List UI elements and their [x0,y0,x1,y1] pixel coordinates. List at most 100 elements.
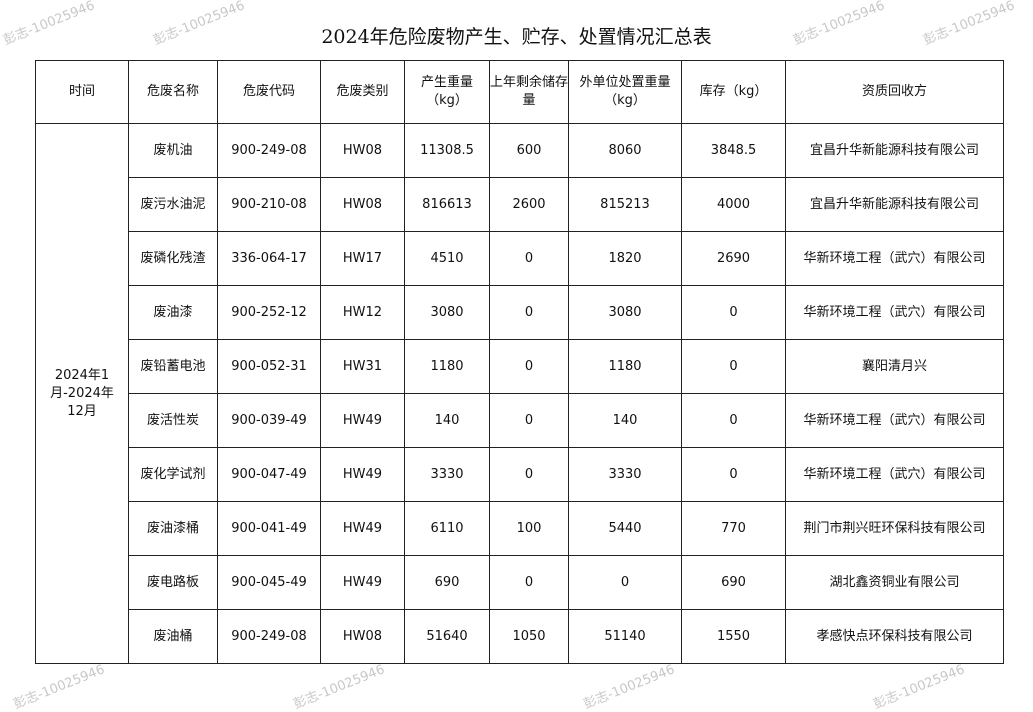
table-cell: 0 [489,339,569,394]
table-cell: HW12 [320,285,405,340]
table-cell: 1050 [489,609,569,664]
column-header: 上年剩余储存量 [489,60,569,124]
column-header: 危废代码 [217,60,321,124]
table-cell: 815213 [568,177,682,232]
watermark: 彭志-10025946 [11,662,107,712]
table-cell: 废活性炭 [128,393,218,448]
column-header: 危废类别 [320,60,405,124]
table-row: 废磷化残渣 336-064-17 HW17 4510 0 1820 2690 华新环境工程（武… [36,231,1004,286]
table-cell: 2600 [489,177,569,232]
table-cell: 华新环境工程（武穴）有限公司 [785,231,1004,286]
table-cell: 6110 [404,501,490,556]
table-cell: 900-249-08 [217,123,321,178]
table-cell: 900-047-49 [217,447,321,502]
table-row: 废油漆桶 900-041-49 HW49 6110 100 5440 770 荆门市荆兴旺环保… [36,501,1004,556]
table-cell: 900-045-49 [217,555,321,610]
table-cell: 废机油 [128,123,218,178]
table-cell: 荆门市荆兴旺环保科技有限公司 [785,501,1004,556]
table-cell: 华新环境工程（武穴）有限公司 [785,285,1004,340]
table-cell: 3848.5 [681,123,786,178]
table-cell: 140 [404,393,490,448]
table-cell: 900-249-08 [217,609,321,664]
table-row: 2024年1月-2024年12月 废机油 900-249-08 HW08 11308.5… [35,123,1004,664]
table-cell: 0 [489,555,569,610]
table-cell: HW31 [320,339,405,394]
table-cell: 900-041-49 [217,501,321,556]
table-cell: 100 [489,501,569,556]
table-cell: 900-210-08 [217,177,321,232]
table-cell: HW49 [320,501,405,556]
table-cell: 8060 [568,123,682,178]
table-cell: 孝感快点环保科技有限公司 [785,609,1004,664]
table-cell: 816613 [404,177,490,232]
table-cell: 1550 [681,609,786,664]
table-cell: 3080 [568,285,682,340]
table-cell: 900-039-49 [217,393,321,448]
watermark: 彭志-10025946 [871,662,967,712]
table-cell: HW49 [320,393,405,448]
table-cell: 襄阳清月兴 [785,339,1004,394]
period-cell: 2024年1月-2024年12月 [35,123,129,664]
column-header: 时间 [35,60,129,124]
table-row: 废油桶 900-249-08 HW08 51640 1050 51140 1550 孝感快点环… [36,609,1004,664]
table-cell: 0 [489,285,569,340]
column-header: 外单位处置重量（kg） [568,60,682,124]
table-cell: 宜昌升华新能源科技有限公司 [785,123,1004,178]
table-cell: HW08 [320,609,405,664]
table-cell: 900-252-12 [217,285,321,340]
column-header: 库存（kg） [681,60,786,124]
table-cell: 废铅蓄电池 [128,339,218,394]
table-cell: 51140 [568,609,682,664]
table-cell: 0 [568,555,682,610]
table-cell: 0 [681,447,786,502]
table-row: 废油漆 900-252-12 HW12 3080 0 3080 0 华新环境工程（武穴）有限公… [36,285,1004,340]
table-cell: 0 [681,393,786,448]
table-cell: 废油漆 [128,285,218,340]
table-cell: 0 [681,285,786,340]
table-cell: 华新环境工程（武穴）有限公司 [785,447,1004,502]
document-title: 2024年危险废物产生、贮存、处置情况汇总表 [321,26,712,48]
table-cell: 3330 [568,447,682,502]
table-cell: 690 [404,555,490,610]
table-cell: 5440 [568,501,682,556]
header-row: 时间 危废名称 危废代码 危废类别 产生重量（kg） 上年剩余储存量 外单位处置重量（kg）… [35,60,1004,124]
watermark: 彭志-10025946 [581,662,677,712]
table-cell: 废电路板 [128,555,218,610]
table-cell: 690 [681,555,786,610]
table-row: 废污水油泥 900-210-08 HW08 816613 2600 815213 4000 宜… [36,177,1004,232]
waste-summary-table: 时间 危废名称 危废代码 危废类别 产生重量（kg） 上年剩余储存量 外单位处置重量（kg）… [35,60,1004,664]
table-cell: 华新环境工程（武穴）有限公司 [785,393,1004,448]
table-cell: 770 [681,501,786,556]
table-cell: 废化学试剂 [128,447,218,502]
table-cell: HW49 [320,555,405,610]
table-cell: 废油桶 [128,609,218,664]
table-cell: 废油漆桶 [128,501,218,556]
table-cell: 600 [489,123,569,178]
table-row: 废电路板 900-045-49 HW49 690 0 0 690 湖北鑫资铜业有限公司 [36,555,1004,610]
table-cell: 0 [681,339,786,394]
table-cell: 3080 [404,285,490,340]
table-cell: 4000 [681,177,786,232]
watermark: 彭志-10025946 [291,662,387,712]
table-cell: 宜昌升华新能源科技有限公司 [785,177,1004,232]
table-cell: 11308.5 [404,123,490,178]
table-cell: 废污水油泥 [128,177,218,232]
table-cell: 3330 [404,447,490,502]
table-cell: 0 [489,231,569,286]
table-cell: 1180 [404,339,490,394]
table-cell: 140 [568,393,682,448]
table-cell: HW17 [320,231,405,286]
table-row: 废化学试剂 900-047-49 HW49 3330 0 3330 0 华新环境工程（武穴）有… [36,447,1004,502]
table-cell: 0 [489,447,569,502]
column-header: 产生重量（kg） [404,60,490,124]
column-header: 资质回收方 [785,60,1004,124]
table-cell: 湖北鑫资铜业有限公司 [785,555,1004,610]
column-header: 危废名称 [128,60,218,124]
table-cell: 336-064-17 [217,231,321,286]
table-cell: 0 [489,393,569,448]
table-cell: 1820 [568,231,682,286]
table-cell: 900-052-31 [217,339,321,394]
table-row: 废活性炭 900-039-49 HW49 140 0 140 0 华新环境工程（武穴）有限公司 [36,393,1004,448]
table-row: 废铅蓄电池 900-052-31 HW31 1180 0 1180 0 襄阳清月兴 [36,339,1004,394]
table-cell: 废磷化残渣 [128,231,218,286]
